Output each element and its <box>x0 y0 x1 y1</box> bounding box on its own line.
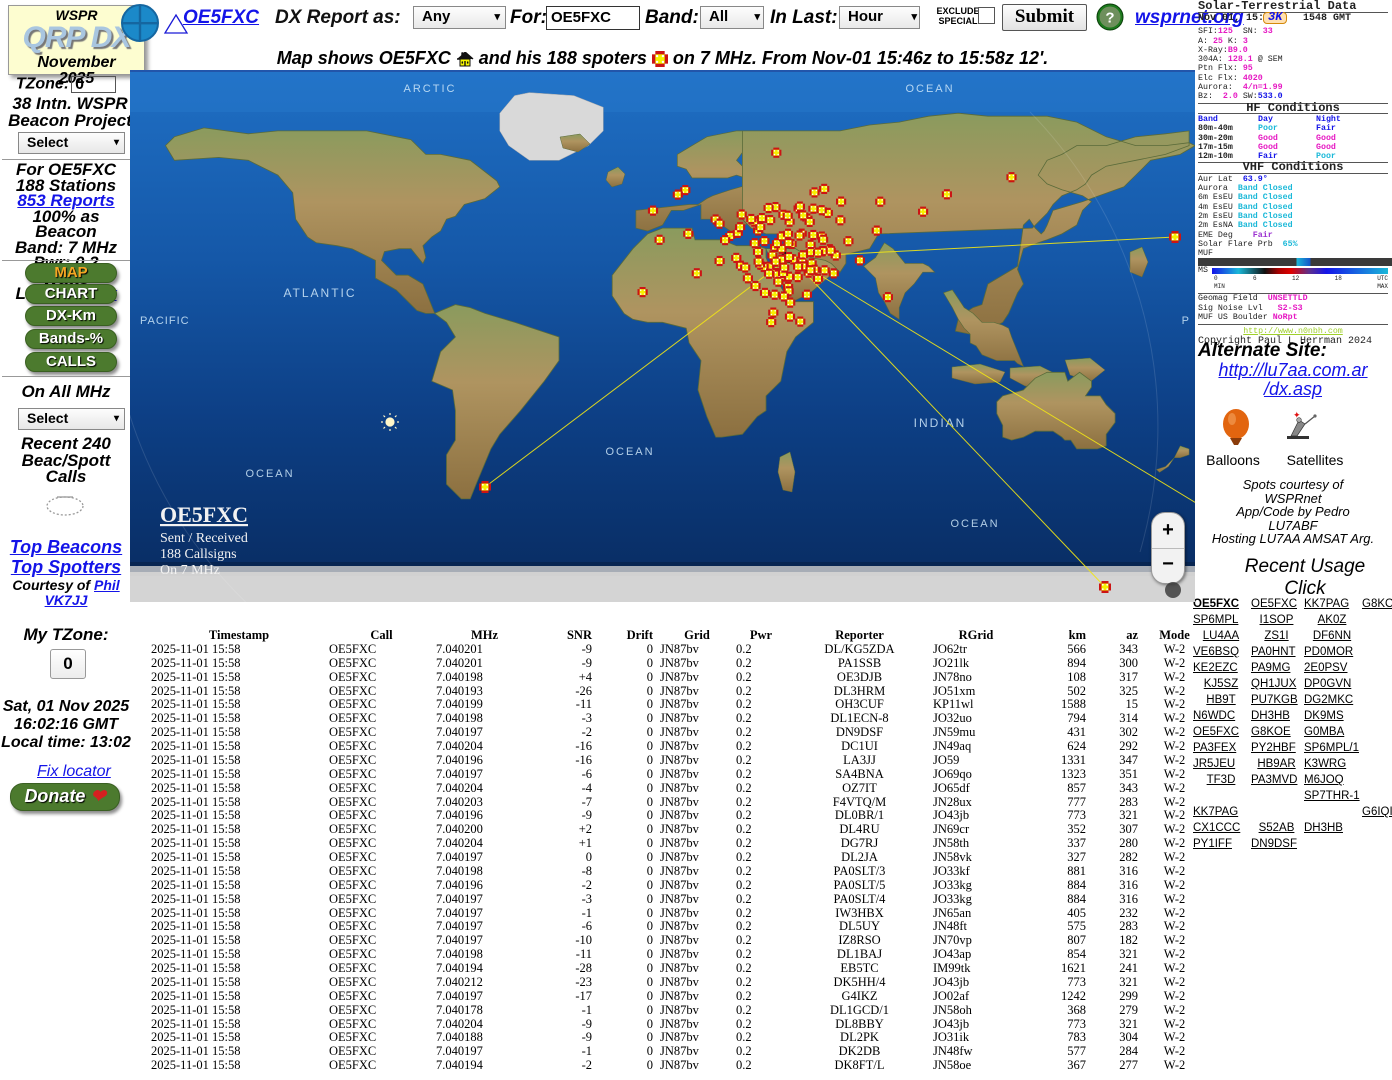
svg-text:OCEAN: OCEAN <box>905 83 954 95</box>
svg-text:On 7 MHz: On 7 MHz <box>160 563 220 578</box>
svg-text:?: ? <box>1105 10 1114 27</box>
svg-text:P: P <box>1182 315 1190 327</box>
svg-text:OCEAN: OCEAN <box>950 518 999 530</box>
svg-text:OCEAN: OCEAN <box>605 446 654 458</box>
svg-text:INDIAN: INDIAN <box>914 416 967 430</box>
svg-text:ARCTIC: ARCTIC <box>404 83 457 95</box>
svg-text:Sent / Received: Sent / Received <box>160 531 248 546</box>
svg-text:188 Callsigns: 188 Callsigns <box>160 547 237 562</box>
svg-text:✦: ✦ <box>1293 410 1301 420</box>
svg-text:OE5FXC: OE5FXC <box>160 502 248 527</box>
svg-text:PACIFIC: PACIFIC <box>140 315 190 327</box>
svg-text:ATLANTIC: ATLANTIC <box>283 286 356 300</box>
svg-text:OCEAN: OCEAN <box>245 468 294 480</box>
